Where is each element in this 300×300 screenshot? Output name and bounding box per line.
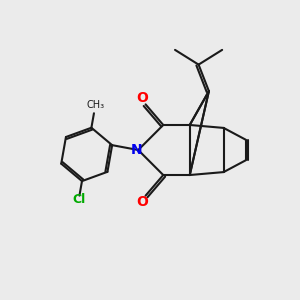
Text: CH₃: CH₃ — [86, 100, 104, 110]
Text: N: N — [131, 143, 142, 157]
Text: O: O — [137, 195, 148, 209]
Text: Cl: Cl — [72, 194, 85, 206]
Text: O: O — [137, 91, 148, 105]
